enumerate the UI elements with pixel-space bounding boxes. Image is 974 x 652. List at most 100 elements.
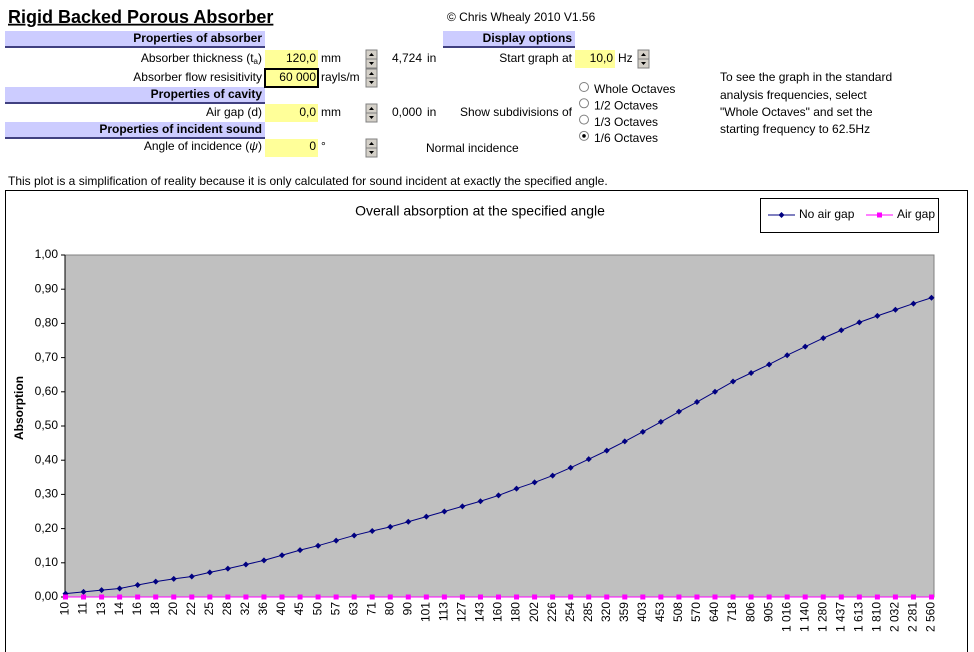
x-tick-label: 80	[382, 602, 396, 616]
section-heading: Properties of cavity	[151, 87, 263, 101]
data-point	[405, 518, 412, 525]
data-point	[874, 594, 880, 600]
x-tick-label: 905	[761, 602, 775, 622]
data-point	[351, 532, 358, 539]
x-tick-label: 113	[437, 602, 451, 621]
radio-button[interactable]	[579, 82, 589, 92]
data-point	[441, 594, 447, 600]
y-tick-label: 0,40	[35, 452, 59, 466]
data-point	[261, 594, 267, 600]
input-cell[interactable]	[265, 139, 318, 157]
data-point	[260, 557, 267, 564]
section-bar	[443, 31, 575, 48]
radio-label[interactable]: Whole Octaves	[594, 82, 675, 96]
data-point	[297, 547, 304, 554]
radio-label[interactable]: 1/6 Octaves	[594, 131, 658, 145]
data-point	[98, 587, 105, 594]
data-point	[585, 456, 592, 463]
data-point	[838, 594, 844, 600]
data-point	[224, 565, 231, 572]
x-tick-label: 226	[545, 602, 559, 622]
x-tick-label: 63	[346, 602, 360, 616]
data-point	[676, 594, 682, 600]
section-bar-edge	[5, 102, 265, 104]
data-point	[748, 369, 755, 376]
input-cell[interactable]	[265, 104, 318, 122]
data-point	[712, 388, 718, 395]
x-tick-label: 1 810	[870, 602, 884, 632]
data-point	[81, 594, 87, 600]
x-tick-label: 453	[653, 602, 667, 622]
data-point	[928, 294, 935, 301]
spinner-arrow	[369, 142, 374, 154]
data-point	[910, 594, 916, 600]
data-point	[206, 569, 213, 576]
x-tick-label: 14	[112, 602, 126, 616]
angle-note: Normal incidence	[426, 141, 519, 155]
data-point	[874, 312, 881, 319]
x-tick-label: 359	[617, 602, 631, 622]
legend-label: Air gap	[897, 207, 935, 221]
data-point	[333, 537, 340, 544]
data-point	[369, 594, 375, 600]
hint-line: analysis frequencies, select	[720, 88, 867, 102]
x-tick-label: 1 437	[833, 602, 847, 632]
section-bar-edge	[5, 137, 265, 139]
y-tick-label: 0,20	[35, 521, 59, 535]
data-point	[766, 594, 772, 600]
data-point	[459, 594, 465, 600]
spinner-arrow	[369, 53, 374, 65]
data-point	[495, 492, 502, 499]
x-tick-label: 1 613	[852, 602, 866, 632]
data-point	[784, 594, 790, 600]
input-cell[interactable]	[265, 50, 318, 68]
data-point	[387, 523, 394, 530]
x-tick-label: 2 281	[906, 602, 920, 632]
data-point	[658, 594, 664, 600]
x-tick-label: 806	[743, 602, 757, 622]
section-bar-edge	[5, 46, 265, 48]
data-point	[748, 594, 754, 600]
data-point	[243, 594, 249, 600]
radio-label[interactable]: 1/3 Octaves	[594, 115, 658, 129]
spinner-arrow	[641, 53, 646, 65]
converted-unit: in	[427, 51, 436, 65]
data-point	[712, 594, 718, 600]
section-bar-edge	[443, 46, 575, 48]
data-point	[892, 594, 898, 600]
data-point	[441, 508, 448, 515]
data-point	[279, 552, 285, 559]
y-tick-label: 0,10	[35, 555, 59, 569]
data-point	[423, 513, 430, 520]
spinner-arrow	[369, 107, 374, 119]
data-point	[639, 428, 646, 435]
x-tick-label: 180	[509, 602, 523, 622]
radio-button[interactable]	[579, 114, 589, 125]
data-point	[532, 594, 538, 600]
data-point	[170, 575, 177, 582]
data-point	[369, 527, 376, 534]
radio-button[interactable]	[579, 98, 589, 109]
input-cell[interactable]	[575, 50, 615, 68]
data-point	[604, 594, 610, 600]
radio-label[interactable]: 1/2 Octaves	[594, 98, 658, 112]
data-point	[531, 479, 538, 486]
data-point	[351, 594, 357, 600]
y-tick-label: 0,30	[35, 487, 59, 501]
data-point	[496, 594, 501, 600]
field-label: Absorber flow resisitivity	[133, 70, 262, 84]
input-cell[interactable]	[264, 68, 319, 88]
field-label: Start graph at	[499, 51, 572, 65]
data-point	[856, 319, 863, 326]
x-tick-label: 1 140	[797, 602, 811, 632]
y-tick-label: 0,50	[35, 418, 59, 432]
field-unit: °	[321, 139, 326, 153]
x-tick-label: 57	[328, 602, 342, 616]
x-tick-label: 11	[76, 602, 90, 615]
x-tick-label: 50	[310, 602, 324, 616]
data-point	[730, 594, 736, 600]
data-point	[117, 594, 123, 600]
data-point	[134, 582, 141, 589]
page-title: Rigid Backed Porous Absorber	[8, 7, 273, 27]
